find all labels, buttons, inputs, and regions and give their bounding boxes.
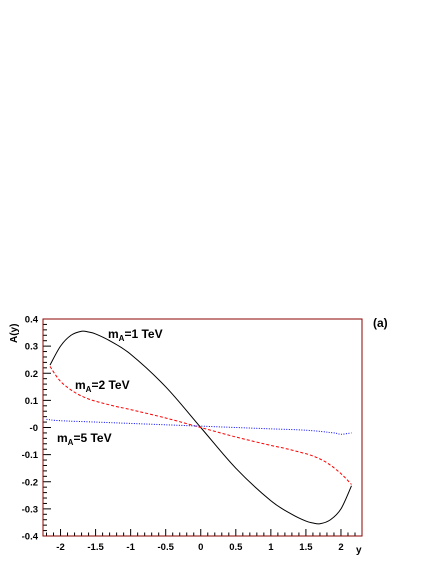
x-tick-label: -1.5 bbox=[87, 542, 104, 553]
annotation-value: =5 TeV bbox=[73, 431, 111, 445]
y-tick-label: -0 bbox=[30, 423, 38, 434]
y-tick-label: 0.4 bbox=[25, 315, 39, 326]
x-tick-label: 1 bbox=[268, 542, 274, 553]
annotation-2tev: mA=2 TeV bbox=[75, 378, 130, 394]
y-tick-label: -0.4 bbox=[22, 532, 39, 543]
series-line-5tev bbox=[46, 418, 352, 435]
annotation-subscript: A bbox=[119, 334, 125, 343]
annotation-m: m bbox=[57, 431, 68, 445]
annotation-value: =1 TeV bbox=[124, 327, 162, 341]
y-tick-label: 0.1 bbox=[25, 396, 39, 407]
y-tick-label: -0.3 bbox=[22, 504, 38, 515]
panel-label: (a) bbox=[373, 316, 388, 330]
x-tick-label: 2 bbox=[338, 542, 343, 553]
x-tick-label: -0.5 bbox=[158, 542, 175, 553]
series-line-2tev bbox=[49, 366, 352, 485]
series-layer bbox=[46, 330, 352, 525]
y-tick-label: 0.3 bbox=[25, 342, 38, 353]
x-tick-label: -2 bbox=[56, 542, 64, 553]
annotation-1tev: mA=1 TeV bbox=[108, 327, 163, 343]
x-tick-label: -1 bbox=[126, 542, 135, 553]
annotation-subscript: A bbox=[68, 438, 74, 447]
axes-layer: -2 -1.5 -1 -0.5 0 0.5 1 1.5 2 -0.4 -0.3 -0.2 -0.1 -0 0… bbox=[22, 315, 356, 553]
annotation-5tev: mA=5 TeV bbox=[57, 431, 112, 447]
annotation-subscript: A bbox=[86, 385, 92, 394]
x-tick-label: 0 bbox=[198, 542, 203, 553]
y-tick-label: 0.2 bbox=[25, 369, 38, 380]
annotation-m: m bbox=[108, 327, 119, 341]
annotation-value: =2 TeV bbox=[91, 378, 129, 392]
x-tick-label: 0.5 bbox=[229, 542, 243, 553]
y-tick-label: -0.2 bbox=[22, 477, 38, 488]
x-tick-label: 1.5 bbox=[299, 542, 313, 553]
plot-frame bbox=[42, 318, 363, 537]
annotation-m: m bbox=[75, 378, 86, 392]
x-axis-title: y bbox=[356, 545, 362, 556]
y-tick-label: -0.1 bbox=[22, 450, 39, 461]
y-axis-title: A(y) bbox=[9, 324, 20, 343]
